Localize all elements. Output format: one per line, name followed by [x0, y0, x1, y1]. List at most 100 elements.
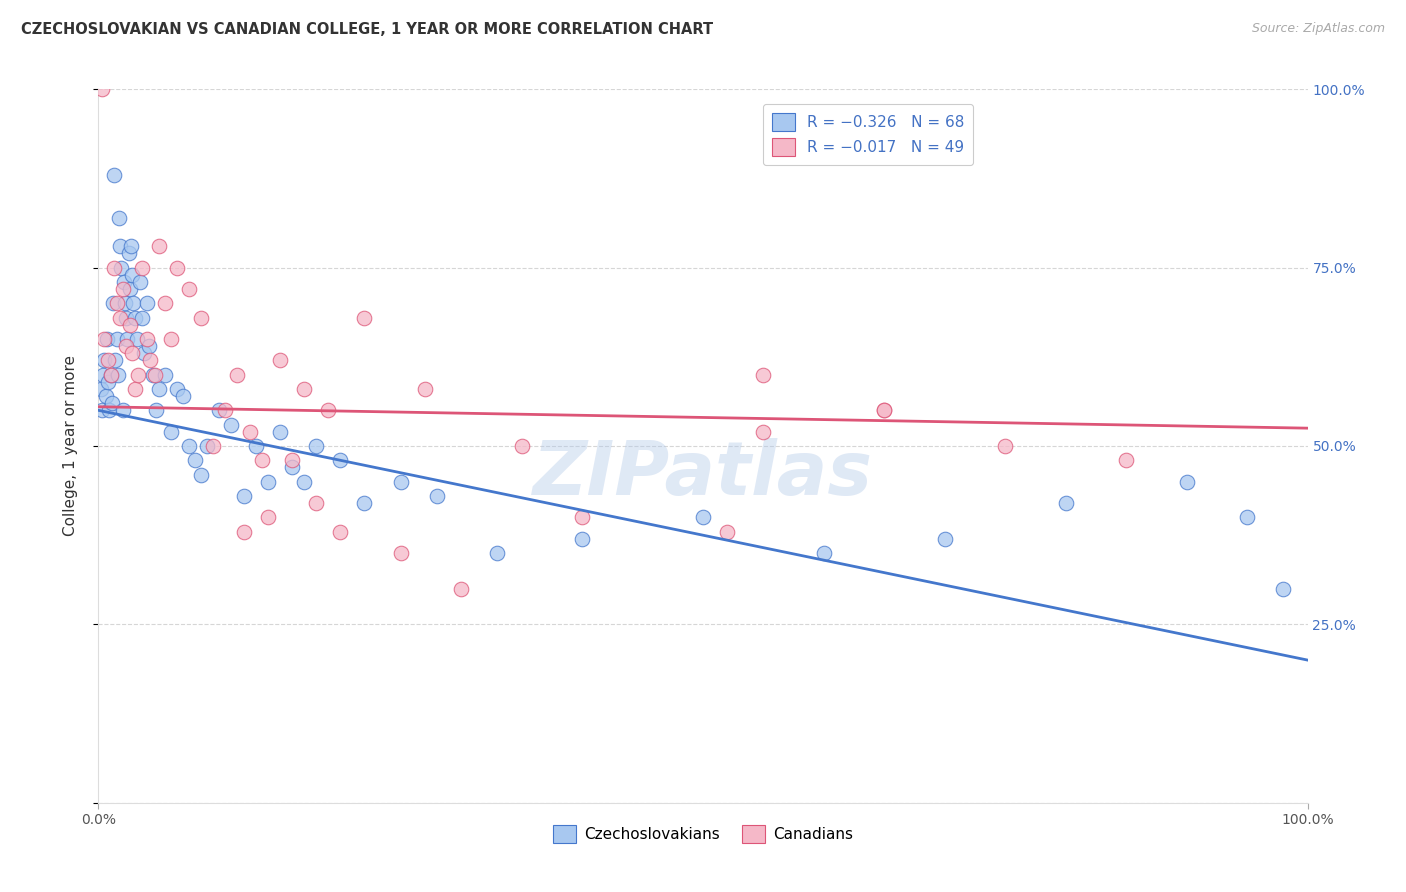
Point [202, 439, 225, 453]
Point [128, 275, 150, 289]
Point [121, 346, 143, 360]
Text: Source: ZipAtlas.com: Source: ZipAtlas.com [1251, 22, 1385, 36]
Point [148, 239, 170, 253]
Point [115, 339, 138, 353]
Point [1272, 582, 1295, 596]
Point [118, 282, 141, 296]
Point [305, 496, 328, 510]
Point [90, 382, 112, 396]
Point [232, 524, 254, 539]
Point [873, 403, 896, 417]
Point [1236, 510, 1258, 524]
Point [232, 489, 254, 503]
Point [160, 332, 183, 346]
Point [269, 425, 291, 439]
Point [153, 368, 176, 382]
Point [245, 439, 267, 453]
Point [305, 439, 328, 453]
Point [115, 310, 138, 325]
Point [148, 382, 170, 396]
Point [138, 339, 160, 353]
Point [166, 382, 188, 396]
Point [329, 453, 352, 467]
Point [124, 382, 146, 396]
Point [752, 425, 775, 439]
Point [127, 332, 149, 346]
Point [100, 368, 122, 382]
Point [166, 260, 188, 275]
Point [190, 310, 212, 325]
Point [120, 239, 142, 253]
Point [571, 510, 593, 524]
Point [450, 582, 472, 596]
Point [692, 510, 714, 524]
Point [139, 353, 162, 368]
Point [111, 282, 134, 296]
Point [124, 310, 146, 325]
Point [135, 296, 157, 310]
Point [153, 296, 176, 310]
Point [195, 439, 218, 453]
Point [716, 524, 738, 539]
Point [1115, 453, 1137, 467]
Point [105, 332, 128, 346]
Point [486, 546, 509, 560]
Point [98, 403, 121, 417]
Point [145, 403, 167, 417]
Point [179, 439, 201, 453]
Point [91, 403, 114, 417]
Point [135, 332, 157, 346]
Point [100, 368, 122, 382]
Point [353, 310, 375, 325]
Point [96, 332, 118, 346]
Point [281, 453, 304, 467]
Point [256, 475, 278, 489]
Point [813, 546, 835, 560]
Point [134, 346, 156, 360]
Point [873, 403, 896, 417]
Point [108, 310, 131, 325]
Point [172, 389, 194, 403]
Point [256, 510, 278, 524]
Point [389, 475, 412, 489]
Point [316, 403, 339, 417]
Point [118, 318, 141, 332]
Point [250, 453, 273, 467]
Point [118, 246, 141, 260]
Point [143, 368, 166, 382]
Point [292, 382, 315, 396]
Point [214, 403, 236, 417]
Point [413, 382, 436, 396]
Point [91, 82, 114, 96]
Text: CZECHOSLOVAKIAN VS CANADIAN COLLEGE, 1 YEAR OR MORE CORRELATION CHART: CZECHOSLOVAKIAN VS CANADIAN COLLEGE, 1 Y… [21, 22, 713, 37]
Point [281, 460, 304, 475]
Point [91, 368, 114, 382]
Point [103, 260, 125, 275]
Point [571, 532, 593, 546]
Point [107, 368, 129, 382]
Point [752, 368, 775, 382]
Point [122, 296, 145, 310]
Point [389, 546, 412, 560]
Y-axis label: College, 1 year or more: College, 1 year or more [63, 356, 77, 536]
Point [94, 389, 117, 403]
Point [112, 275, 135, 289]
Point [179, 282, 201, 296]
Point [292, 475, 315, 489]
Point [190, 467, 212, 482]
Point [221, 417, 243, 432]
Point [994, 439, 1017, 453]
Point [127, 368, 149, 382]
Point [108, 239, 131, 253]
Point [114, 296, 136, 310]
Point [160, 425, 183, 439]
Point [93, 353, 115, 368]
Point [97, 353, 120, 368]
Point [1054, 496, 1077, 510]
Point [105, 296, 128, 310]
Point [101, 296, 124, 310]
Point [103, 168, 125, 182]
Point [426, 489, 449, 503]
Point [142, 368, 165, 382]
Point [93, 332, 115, 346]
